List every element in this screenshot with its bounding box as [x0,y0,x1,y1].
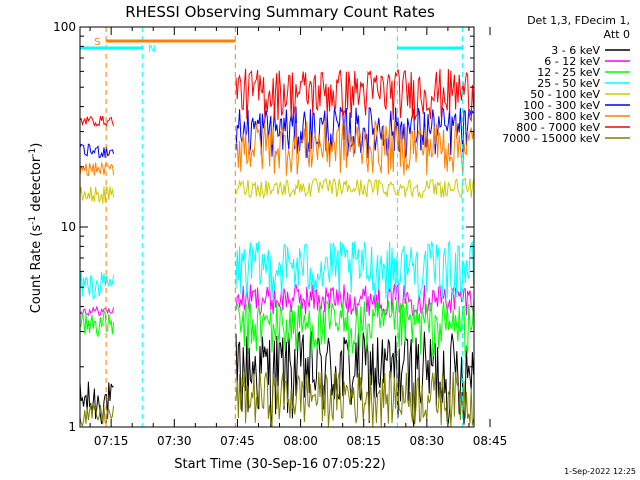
flag-label-0: S [94,37,100,48]
series-line-6 [79,120,475,177]
legend-label-1: 6 - 12 keV [544,55,600,68]
legend-label-6: 300 - 800 keV [523,110,600,123]
chart-title: RHESSI Observing Summary Count Rates [125,3,435,21]
legend-label-3: 25 - 50 keV [537,77,600,90]
legend-header-line-1: Det 1,3, FDecim 1, [527,14,630,27]
series-line-5 [79,106,474,159]
legend-label-0: 3 - 6 keV [551,44,600,57]
y-tick-label-1: 10 [61,220,76,234]
x-tick-label-6: 08:45 [473,434,508,448]
legend-label-4: 50 - 100 keV [530,88,600,101]
x-tick-label-4: 08:15 [346,434,381,448]
flag-label-1: N [148,44,155,55]
x-tick-label-5: 08:30 [410,434,445,448]
series-line-1 [79,283,475,318]
series-line-4 [79,177,475,204]
y-tick-label-0: 1 [68,420,76,434]
plot-area: S N 1 10 100 07:15 07:30 07:45 08:00 08:15 08:30 08… [53,20,507,448]
x-tick-label-3: 08:00 [283,434,318,448]
series-line-7 [79,68,475,127]
legend-label-5: 100 - 300 keV [523,99,600,112]
y-tick-label-2: 100 [53,20,76,34]
legend-header-line-2: Att 0 [604,28,630,41]
legend-label-2: 12 - 25 keV [537,66,600,79]
series-line-8 [79,370,475,428]
x-tick-label-0: 07:15 [94,434,129,448]
y-axis-label: Count Rate (s-1 detector-1) [28,143,44,314]
series-line-2 [79,300,475,359]
legend-label-8: 7000 - 15000 keV [502,132,600,145]
x-axis-label: Start Time (30-Sep-16 07:05:22) [174,457,385,472]
x-tick-label-2: 07:45 [220,434,255,448]
timestamp: 1-Sep-2022 12:25 [564,467,636,476]
x-tick-label-1: 07:30 [157,434,192,448]
legend-label-7: 800 - 7000 keV [516,121,600,134]
series-line-3 [79,240,475,301]
